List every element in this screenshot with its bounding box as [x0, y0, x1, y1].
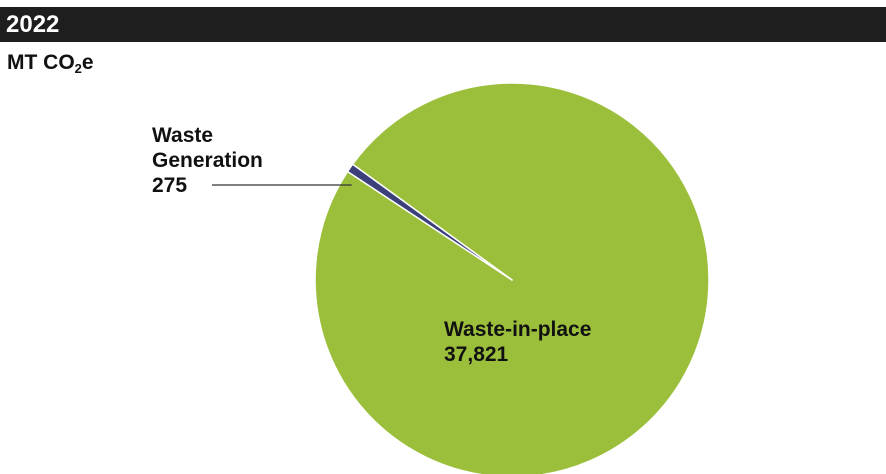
data-label-waste-in-place-line-1: Waste-in-place	[444, 318, 591, 341]
title-bar: 2022	[0, 7, 886, 42]
data-label-value-waste-in-place: 37,821	[444, 343, 509, 366]
unit-suffix: e	[81, 51, 94, 74]
unit-subscript: 2	[74, 61, 82, 76]
pie-slice-waste-generation	[346, 163, 513, 281]
data-label-waste-generation-line-1: Waste	[152, 124, 213, 147]
pie-slices	[314, 82, 710, 474]
chart-title: 2022	[6, 11, 60, 38]
data-label-value-waste-generation: 275	[152, 174, 187, 197]
unit-label: MT CO2e	[7, 50, 94, 82]
data-label-waste-generation-line-2: Generation	[152, 149, 263, 172]
unit-prefix: MT CO	[7, 51, 75, 74]
pie-slice-waste-in-place	[314, 82, 710, 474]
